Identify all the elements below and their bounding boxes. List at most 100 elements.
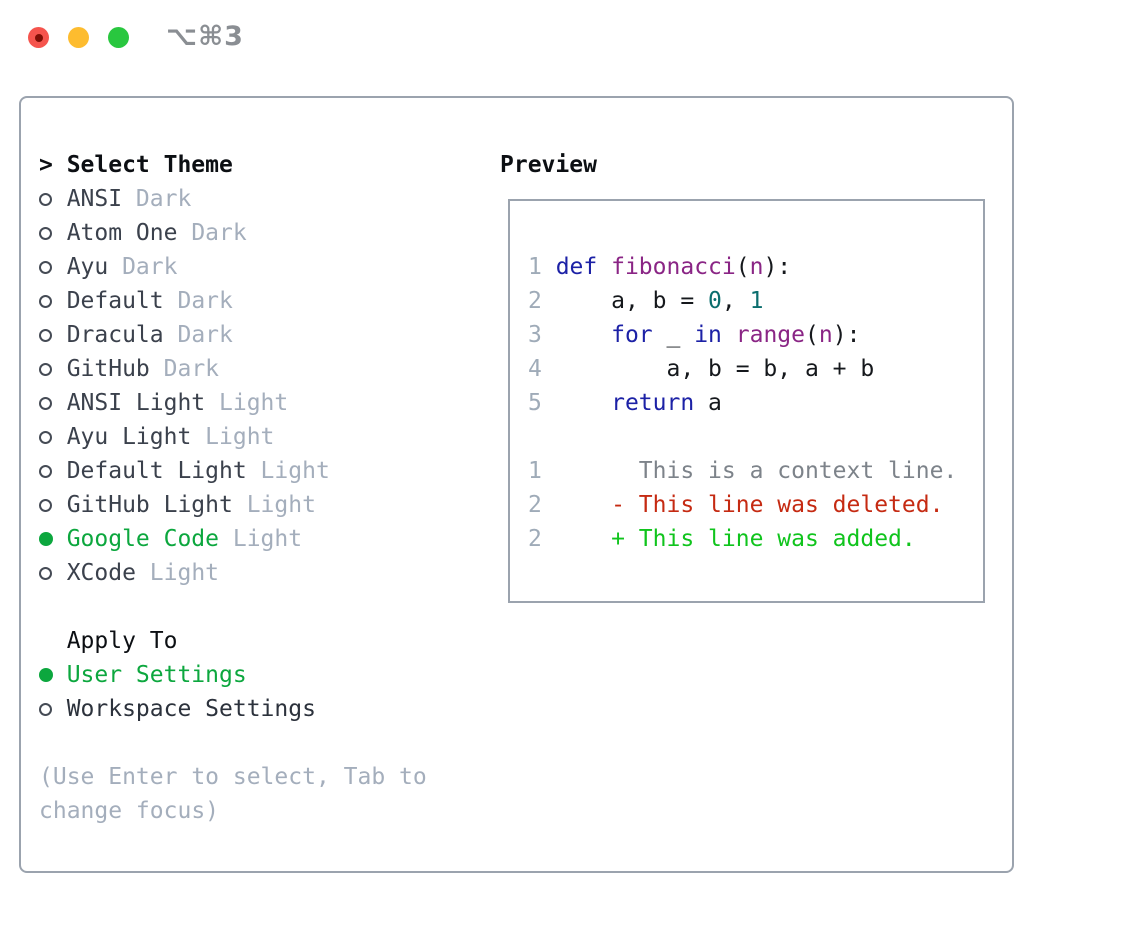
code-token: n [749, 254, 764, 280]
preview-line: 2 - This line was deleted. [528, 488, 983, 522]
line-number: 1 [528, 458, 556, 484]
theme-option[interactable]: ANSI Dark [39, 182, 427, 216]
code-token: 0 [708, 288, 722, 314]
radio-selected-icon [39, 532, 67, 546]
theme-name: GitHub Light [66, 492, 233, 518]
preview-line: 4 a, b = b, a + b [528, 352, 983, 386]
hint-line: (Use Enter to select, Tab to [39, 764, 427, 790]
code-token: ( [805, 322, 819, 348]
code-token: for [611, 322, 653, 348]
theme-list: > Select Theme ANSI Dark Atom One Dark Ayu… [39, 148, 427, 828]
theme-option[interactable]: ANSI Light Light [39, 386, 427, 420]
radio-icon [39, 294, 67, 308]
theme-variant: Dark [149, 356, 220, 382]
theme-name: Default [66, 288, 164, 314]
code-token: 1 [749, 288, 764, 314]
theme-option[interactable]: GitHub Light Light [39, 488, 427, 522]
radio-icon [39, 498, 67, 512]
code-token: This is a context line. [555, 458, 958, 484]
code-token [556, 322, 611, 348]
theme-variant: Dark [163, 322, 233, 348]
radio-icon [39, 566, 67, 580]
code-token: fibonacci [611, 254, 736, 280]
theme-name: GitHub [66, 356, 150, 382]
spacer-row [39, 590, 427, 624]
line-number: 4 [528, 356, 556, 382]
theme-option[interactable]: Ayu Light Light [39, 420, 427, 454]
spacer-row [39, 726, 427, 760]
code-token: - This line was deleted. [611, 492, 944, 518]
zoom-button-icon[interactable] [108, 27, 129, 48]
line-number: 1 [528, 254, 556, 280]
theme-variant: Dark [163, 288, 233, 314]
theme-option[interactable]: GitHub Dark [39, 352, 427, 386]
theme-list-title: Select Theme [66, 152, 233, 178]
theme-name: Ayu Light [66, 424, 192, 450]
apply-to-title: Apply To [66, 628, 178, 654]
code-token: ): [832, 322, 861, 348]
theme-options: ANSI Dark Atom One Dark Ayu Dark Default Da… [39, 182, 427, 590]
window-controls [28, 27, 129, 48]
code-token: + This line was added. [611, 526, 916, 552]
hint-line: change focus) [39, 798, 220, 824]
radio-icon [39, 260, 67, 274]
radio-icon [39, 396, 67, 410]
theme-option[interactable]: XCode Light [39, 556, 427, 590]
theme-variant: Dark [177, 220, 247, 246]
theme-option[interactable]: Google Code Light [39, 522, 427, 556]
apply-to-label: Workspace Settings [66, 696, 316, 722]
theme-option[interactable]: Ayu Dark [39, 250, 427, 284]
close-button-icon[interactable] [28, 27, 49, 48]
theme-variant: Light [219, 526, 303, 552]
theme-picker-panel: > Select Theme ANSI Dark Atom One Dark Ayu… [19, 96, 1014, 873]
radio-icon [39, 362, 67, 376]
code-token: in [694, 322, 722, 348]
code-token: a, b = b, a + b [555, 356, 875, 382]
radio-icon [39, 192, 67, 206]
code-token [556, 492, 611, 518]
code-token [556, 526, 611, 552]
line-number: 2 [528, 492, 556, 518]
preview-line: 2 + This line was added. [528, 522, 983, 556]
code-token [556, 390, 611, 416]
radio-icon [39, 226, 67, 240]
minimize-button-icon[interactable] [68, 27, 89, 48]
radio-icon [39, 702, 67, 716]
preview-line: 5 return a [528, 386, 983, 420]
preview-line [528, 420, 983, 454]
radio-icon [39, 328, 67, 342]
apply-to-header: Apply To [39, 624, 427, 658]
theme-option[interactable]: Atom One Dark [39, 216, 427, 250]
radio-selected-icon [39, 668, 67, 682]
code-token: a [694, 390, 722, 416]
theme-name: Atom One [66, 220, 178, 246]
theme-variant: Dark [108, 254, 178, 280]
code-token: n [818, 322, 833, 348]
code-token: ( [735, 254, 750, 280]
theme-variant: Light [246, 458, 330, 484]
code-token: def [555, 254, 598, 280]
preview-line: 2 a, b = 0, 1 [528, 284, 983, 318]
line-number: 2 [528, 526, 556, 552]
theme-option[interactable]: Default Dark [39, 284, 427, 318]
preview-line: 3 for _ in range(n): [528, 318, 983, 352]
theme-name: ANSI Light [66, 390, 206, 416]
theme-name: ANSI [66, 186, 123, 212]
apply-to-option[interactable]: Workspace Settings [39, 692, 427, 726]
code-token: return [611, 390, 695, 416]
apply-to-option[interactable]: User Settings [39, 658, 427, 692]
radio-icon [39, 464, 67, 478]
window-shortcut-label: ⌥⌘3 [166, 21, 244, 52]
theme-variant: Dark [122, 186, 192, 212]
line-number: 2 [528, 288, 556, 314]
theme-name: Dracula [66, 322, 164, 348]
code-token: _ [652, 322, 695, 348]
theme-option[interactable]: Default Light Light [39, 454, 427, 488]
code-token: range [735, 322, 805, 348]
theme-option[interactable]: Dracula Dark [39, 318, 427, 352]
theme-list-header: > Select Theme [39, 148, 427, 182]
apply-to-label: User Settings [66, 662, 247, 688]
